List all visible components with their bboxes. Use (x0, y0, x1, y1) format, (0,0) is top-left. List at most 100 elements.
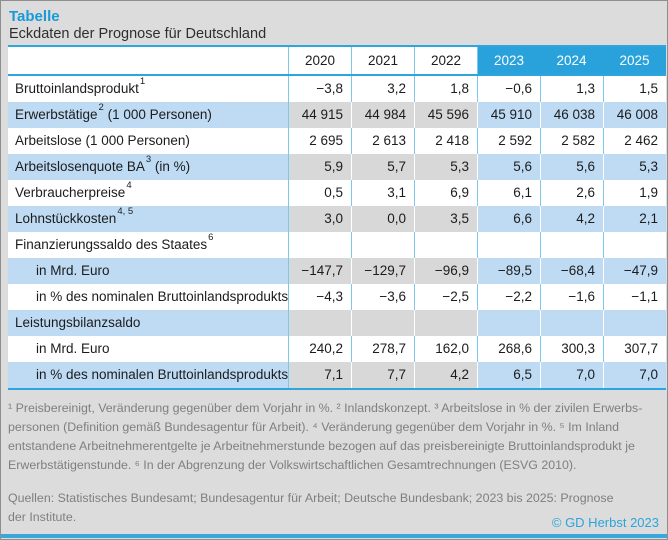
value-cell: 278,7 (351, 336, 414, 362)
value-cell: 2 613 (351, 128, 414, 154)
value-cell: 300,3 (540, 336, 603, 362)
year-column-header: 2022 (414, 47, 477, 74)
value-cell: 5,7 (351, 154, 414, 180)
row-label: Lohnstückkosten4, 5 (8, 206, 288, 232)
sources-note: Quellen: Statistisches Bundesamt; Bundes… (8, 489, 660, 527)
value-cell: 1,8 (414, 76, 477, 102)
value-cell: 7,0 (603, 362, 666, 388)
row-label-text: Finanzierungssaldo des Staates (15, 237, 208, 252)
value-cell: 2 462 (603, 128, 666, 154)
row-label-column-header (8, 47, 288, 74)
forecast-table: 2020 2021 2022 2023 2024 2025 Bruttoinlandspr… (8, 45, 666, 390)
footnote-marker: 2 (98, 102, 104, 113)
footnote-marker: 1 (139, 76, 146, 87)
row-label: in Mrd. Euro (8, 258, 288, 284)
value-cell: 5,3 (414, 154, 477, 180)
value-cell (351, 310, 414, 336)
value-cell: 44 915 (288, 102, 351, 128)
footnote-marker: 3 (145, 154, 152, 165)
table-row: Finanzierungssaldo des Staates6 (8, 232, 666, 258)
table-row: in % des nominalen Bruttoinlandsprodukts… (8, 284, 666, 310)
value-cell: 2 695 (288, 128, 351, 154)
table-row: in Mrd. Euro 240,2 278,7 162,0 268,6 300,3 307… (8, 336, 666, 362)
year-column-header: 2020 (288, 47, 351, 74)
value-cell: −3,8 (288, 76, 351, 102)
value-cell: 1,3 (540, 76, 603, 102)
row-label-text: in Mrd. Euro (36, 263, 110, 278)
row-label-text: Bruttoinlandsprodukt (15, 81, 139, 96)
table-row: Erwerbstätige2 (1 000 Personen) 44 915 44 … (8, 102, 666, 128)
table-row: Leistungsbilanzsaldo (8, 310, 666, 336)
value-cell: 6,1 (477, 180, 540, 206)
row-label-suffix: (in %) (151, 159, 191, 174)
value-cell (288, 310, 351, 336)
value-cell: 2,1 (603, 206, 666, 232)
table-kicker: Tabelle (9, 8, 60, 25)
footnote-marker: 4 (126, 180, 132, 191)
year-column-header: 2024 (540, 47, 603, 74)
source-line: der Institute. (8, 510, 77, 524)
row-label-text: Arbeitslose (1 000 Personen) (15, 133, 190, 148)
footnote-line: entstandene Arbeitnehmerentgelte je Arbe… (8, 439, 635, 453)
value-cell: −3,6 (351, 284, 414, 310)
value-cell: 3,0 (288, 206, 351, 232)
value-cell: −68,4 (540, 258, 603, 284)
table-body: Bruttoinlandsprodukt1 −3,8 3,2 1,8 −0,6 1,3 1,… (8, 76, 666, 388)
row-label: Arbeitslosenquote BA3 (in %) (8, 154, 288, 180)
table-row: Lohnstückkosten4, 5 3,0 0,0 3,5 6,6 4,2 2,1 (8, 206, 666, 232)
value-cell: 44 984 (351, 102, 414, 128)
value-cell: 5,6 (540, 154, 603, 180)
value-cell: 0,5 (288, 180, 351, 206)
copyright-note: © GD Herbst 2023 (551, 515, 659, 530)
bottom-accent-bar (1, 534, 667, 538)
value-cell: −2,2 (477, 284, 540, 310)
footnote-marker: 4, 5 (117, 206, 134, 217)
year-column-header: 2023 (477, 47, 540, 74)
value-cell: −0,6 (477, 76, 540, 102)
table-header-row: 2020 2021 2022 2023 2024 2025 (8, 47, 666, 76)
value-cell: 3,1 (351, 180, 414, 206)
row-label-text: Erwerbstätige (15, 107, 98, 122)
value-cell: −147,7 (288, 258, 351, 284)
value-cell: −4,3 (288, 284, 351, 310)
value-cell: 7,0 (540, 362, 603, 388)
value-cell: 2 418 (414, 128, 477, 154)
source-line: Quellen: Statistisches Bundesamt; Bundes… (8, 491, 614, 505)
row-label-text: in Mrd. Euro (36, 341, 110, 356)
row-label-text: Lohnstückkosten (15, 211, 117, 226)
footnote-line: Erwerbstätigenstunde. ⁶ In der Abgrenzun… (8, 458, 577, 472)
value-cell: −1,6 (540, 284, 603, 310)
value-cell: 5,6 (477, 154, 540, 180)
row-label-text: Verbraucherpreise (15, 185, 126, 200)
value-cell: 6,6 (477, 206, 540, 232)
row-label-text: in % des nominalen Bruttoinlandsprodukts (36, 289, 288, 304)
value-cell (414, 232, 477, 258)
value-cell: 6,9 (414, 180, 477, 206)
value-cell (603, 310, 666, 336)
value-cell (414, 310, 477, 336)
value-cell: 46 008 (603, 102, 666, 128)
table-row: in % des nominalen Bruttoinlandsprodukts… (8, 362, 666, 388)
value-cell: 3,5 (414, 206, 477, 232)
footnotes: ¹ Preisbereinigt, Veränderung gegenüber … (8, 399, 660, 475)
value-cell: 7,1 (288, 362, 351, 388)
value-cell: −1,1 (603, 284, 666, 310)
value-cell: 2 582 (540, 128, 603, 154)
value-cell: 3,2 (351, 76, 414, 102)
value-cell: 268,6 (477, 336, 540, 362)
value-cell: 7,7 (351, 362, 414, 388)
row-label: Finanzierungssaldo des Staates6 (8, 232, 288, 258)
value-cell (477, 232, 540, 258)
value-cell: 45 910 (477, 102, 540, 128)
year-column-header: 2025 (603, 47, 666, 74)
footnote-marker: 6 (208, 232, 214, 243)
row-label: Verbraucherpreise4 (8, 180, 288, 206)
row-label: in % des nominalen Bruttoinlandsprodukts (8, 362, 288, 388)
table-title: Eckdaten der Prognose für Deutschland (9, 26, 267, 42)
row-label-text: in % des nominalen Bruttoinlandsprodukts (36, 367, 288, 382)
table-row: Verbraucherpreise4 0,5 3,1 6,9 6,1 2,6 1,9 (8, 180, 666, 206)
value-cell: 2 592 (477, 128, 540, 154)
value-cell: 2,6 (540, 180, 603, 206)
row-label: Erwerbstätige2 (1 000 Personen) (8, 102, 288, 128)
table-row: Arbeitslosenquote BA3 (in %) 5,9 5,7 5,3 5,6… (8, 154, 666, 180)
